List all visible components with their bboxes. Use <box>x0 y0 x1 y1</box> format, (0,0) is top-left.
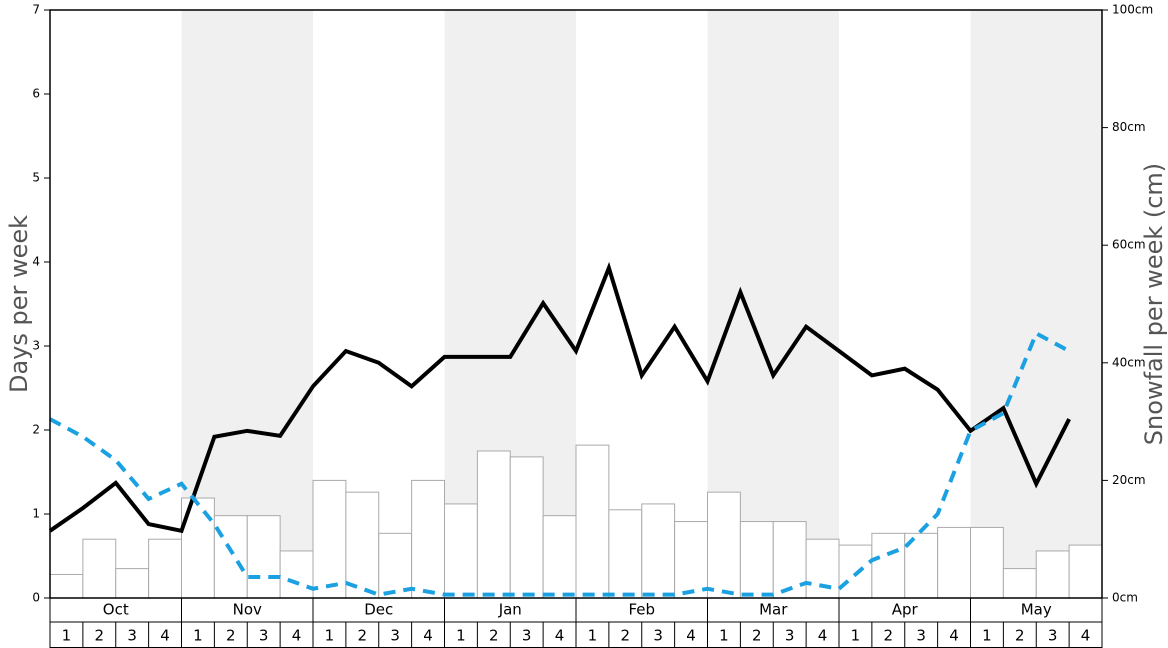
week-label: 3 <box>259 627 269 645</box>
y2-tick-label: 60cm <box>1112 238 1146 252</box>
bar <box>213 515 248 599</box>
week-label: 4 <box>292 627 302 645</box>
bar <box>838 544 873 599</box>
bar <box>608 509 643 599</box>
y-tick-label: 0 <box>32 591 40 605</box>
bar <box>378 532 413 599</box>
bar <box>739 521 774 599</box>
week-label: 3 <box>653 627 663 645</box>
bar <box>476 450 511 599</box>
y-tick-label: 4 <box>32 255 40 269</box>
week-label: 3 <box>785 627 795 645</box>
bar <box>575 444 610 599</box>
bar <box>444 503 478 599</box>
bar <box>279 550 314 599</box>
bar <box>674 521 708 599</box>
week-label: 1 <box>851 627 861 645</box>
week-label: 2 <box>884 627 894 645</box>
plot-frame <box>49 9 1103 599</box>
month-label: Oct <box>103 601 129 619</box>
bar <box>871 532 906 599</box>
line <box>49 330 1071 597</box>
month-label: Apr <box>892 601 919 619</box>
bar <box>805 538 840 599</box>
bar <box>970 526 1004 599</box>
week-label: 2 <box>358 627 368 645</box>
week-label: 4 <box>1081 627 1091 645</box>
week-label: 1 <box>982 627 992 645</box>
month-label: Feb <box>628 601 655 619</box>
y-tick-label: 1 <box>32 507 40 521</box>
month-label: Nov <box>233 601 262 619</box>
line <box>48 261 1071 534</box>
bar <box>509 456 544 599</box>
week-label: 4 <box>423 627 433 645</box>
week-label: 1 <box>456 627 466 645</box>
y-tick-label: 7 <box>32 3 40 17</box>
bar <box>115 568 150 599</box>
month-label: Dec <box>364 601 393 619</box>
bar <box>641 503 676 599</box>
bar <box>82 538 117 599</box>
bar <box>707 491 741 599</box>
week-label: 1 <box>193 627 203 645</box>
month-label: Mar <box>759 601 788 619</box>
week-label: 4 <box>818 627 828 645</box>
bar <box>49 573 84 599</box>
bar <box>542 515 577 599</box>
bar <box>345 491 380 599</box>
week-label: 3 <box>522 627 532 645</box>
week-label: 1 <box>719 627 729 645</box>
month-label: May <box>1021 601 1052 619</box>
bar <box>1068 544 1103 599</box>
y-tick-label: 2 <box>32 423 40 437</box>
y-axis-label: Days per week <box>5 215 33 393</box>
bar <box>937 526 971 599</box>
y-tick-label: 6 <box>32 87 40 101</box>
y2-tick-label: 20cm <box>1112 473 1146 487</box>
week-label: 4 <box>555 627 565 645</box>
week-label: 1 <box>588 627 598 645</box>
y2-tick-label: 0cm <box>1112 591 1138 605</box>
week-label: 4 <box>160 627 170 645</box>
week-label: 1 <box>325 627 335 645</box>
week-label: 2 <box>489 627 499 645</box>
y2-tick-label: 40cm <box>1112 355 1146 369</box>
week-label: 3 <box>1048 627 1058 645</box>
bar <box>312 479 347 599</box>
week-label: 3 <box>390 627 400 645</box>
y-tick-label: 3 <box>32 339 40 353</box>
y2-tick-label: 100cm <box>1112 3 1153 17</box>
week-label: 2 <box>752 627 762 645</box>
week-label: 4 <box>686 627 696 645</box>
bar <box>246 515 281 599</box>
bar <box>148 538 182 599</box>
y2-tick-label: 80cm <box>1112 120 1146 134</box>
bar <box>1002 568 1037 599</box>
week-label: 3 <box>916 627 926 645</box>
week-label: 1 <box>62 627 72 645</box>
month-label: Jan <box>498 601 522 619</box>
week-label: 2 <box>621 627 631 645</box>
week-label: 3 <box>127 627 137 645</box>
week-label: 2 <box>95 627 105 645</box>
y-tick-label: 5 <box>32 171 40 185</box>
week-label: 2 <box>226 627 236 645</box>
week-label: 2 <box>1015 627 1025 645</box>
y2-axis-label: Snowfall per week (cm) <box>1140 163 1168 445</box>
bar <box>1035 550 1070 599</box>
bar <box>411 479 445 599</box>
week-label: 4 <box>949 627 959 645</box>
month-shade <box>970 10 1102 598</box>
